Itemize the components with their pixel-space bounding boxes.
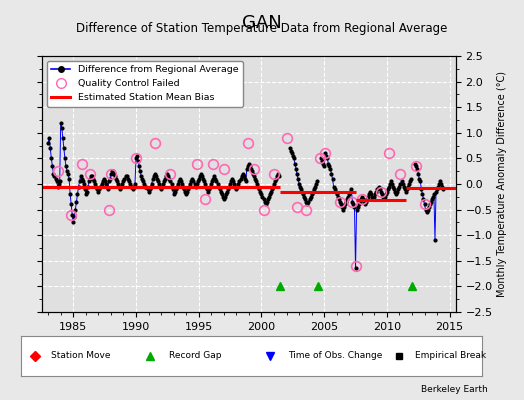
Text: Station Move: Station Move (51, 352, 111, 360)
Text: Record Gap: Record Gap (169, 352, 221, 360)
Y-axis label: Monthly Temperature Anomaly Difference (°C): Monthly Temperature Anomaly Difference (… (497, 71, 507, 297)
Text: Berkeley Earth: Berkeley Earth (421, 385, 487, 394)
Text: Difference of Station Temperature Data from Regional Average: Difference of Station Temperature Data f… (77, 22, 447, 35)
Text: GAN: GAN (242, 14, 282, 32)
Legend: Difference from Regional Average, Quality Control Failed, Estimated Station Mean: Difference from Regional Average, Qualit… (47, 61, 243, 107)
Text: Time of Obs. Change: Time of Obs. Change (288, 352, 383, 360)
Text: Empirical Break: Empirical Break (415, 352, 486, 360)
